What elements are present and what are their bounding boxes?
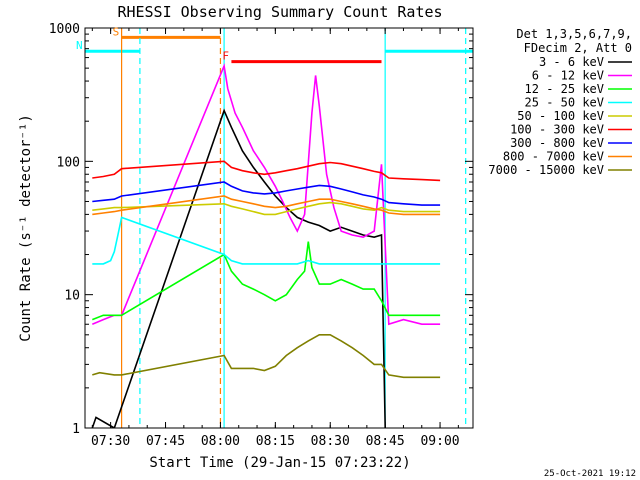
- state-bar-label: N: [76, 39, 83, 52]
- state-bar-label: F: [222, 50, 229, 63]
- series-line-25-50-kev: [92, 216, 441, 265]
- x-tick-label: 08:15: [256, 434, 295, 449]
- series-lines: [91, 62, 441, 428]
- y-tick-label: 10: [64, 289, 80, 304]
- y-axis: 1 10 100 1000: [49, 22, 473, 437]
- legend-label-25-50-kev: 25 - 50 keV: [525, 96, 604, 110]
- legend-label-3-6-kev: 3 - 6 keV: [539, 55, 604, 69]
- y-tick-label: 1: [72, 422, 80, 437]
- chart-title: RHESSI Observing Summary Count Rates: [117, 3, 442, 21]
- x-tick-label: 09:00: [420, 434, 459, 449]
- legend-label-800-7000-kev: 800 - 7000 keV: [503, 150, 604, 164]
- legend-label-12-25-kev: 12 - 25 keV: [525, 82, 604, 96]
- legend-label-50-100-kev: 50 - 100 keV: [517, 109, 604, 123]
- legend: Det 1,3,5,6,7,9,FDecim 2, Att 03 - 6 keV…: [488, 27, 632, 177]
- instrument-state-bars: [85, 35, 473, 64]
- series-line-3-6-kev: [91, 108, 386, 428]
- x-tick-label: 08:30: [311, 434, 350, 449]
- series-line-12-25-kev: [92, 241, 441, 321]
- legend-header: FDecim 2, Att 0: [524, 41, 632, 55]
- timestamp: 25-Oct-2021 19:12: [544, 469, 636, 479]
- x-tick-label: 07:30: [91, 434, 130, 449]
- series-line-300-800-kev: [92, 181, 441, 206]
- series-line-50-100-kev: [92, 201, 441, 216]
- legend-label-7000-15000-kev: 7000 - 15000 keV: [488, 163, 604, 177]
- series-line-7000-15000-kev: [92, 334, 441, 379]
- series-line-800-7000-kev: [92, 195, 441, 216]
- legend-label-100-300-kev: 100 - 300 keV: [510, 123, 604, 137]
- vertical-markers: [121, 28, 467, 428]
- x-tick-label: 08:00: [201, 434, 240, 449]
- series-line-6-12-kev: [91, 62, 441, 326]
- y-tick-label: 100: [57, 155, 80, 170]
- state-bar-label: S: [113, 25, 120, 38]
- x-tick-label: 07:45: [146, 434, 185, 449]
- x-axis: 07:30 07:45 08:00 08:15 08:30 08:45 09:00: [91, 28, 460, 449]
- x-tick-label: 08:45: [366, 434, 405, 449]
- y-axis-label: Count Rate (s⁻¹ detector⁻¹): [18, 114, 34, 342]
- series-line-100-300-kev: [92, 160, 441, 182]
- x-axis-label: Start Time (29-Jan-15 07:23:22): [149, 455, 410, 471]
- y-tick-label: 1000: [49, 22, 80, 37]
- legend-header: Det 1,3,5,6,7,9,: [516, 27, 632, 41]
- legend-label-300-800-kev: 300 - 800 keV: [510, 136, 604, 150]
- plot-frame: [84, 27, 474, 429]
- legend-label-6-12-kev: 6 - 12 keV: [532, 69, 604, 83]
